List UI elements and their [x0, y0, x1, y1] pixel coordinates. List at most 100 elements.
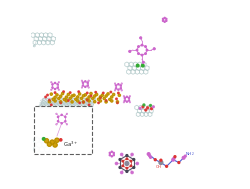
Circle shape — [82, 101, 84, 103]
Circle shape — [111, 96, 113, 98]
Circle shape — [172, 158, 174, 161]
Circle shape — [131, 171, 133, 174]
Circle shape — [130, 165, 132, 167]
Circle shape — [126, 158, 128, 160]
Circle shape — [128, 100, 130, 101]
Circle shape — [122, 160, 124, 162]
Circle shape — [45, 96, 46, 98]
Circle shape — [118, 94, 120, 96]
Circle shape — [85, 81, 86, 82]
Circle shape — [62, 92, 64, 95]
Circle shape — [78, 93, 81, 95]
Circle shape — [99, 96, 102, 98]
Circle shape — [111, 151, 112, 152]
Circle shape — [145, 53, 146, 54]
Circle shape — [120, 153, 123, 156]
Circle shape — [105, 101, 107, 103]
Circle shape — [60, 139, 62, 141]
Circle shape — [115, 162, 118, 165]
Circle shape — [88, 100, 90, 102]
Text: NH$_2$: NH$_2$ — [186, 150, 195, 158]
Circle shape — [118, 92, 119, 94]
Circle shape — [141, 44, 143, 46]
Circle shape — [116, 98, 117, 100]
Circle shape — [82, 95, 84, 97]
Circle shape — [84, 94, 86, 96]
Circle shape — [147, 153, 150, 155]
Circle shape — [126, 170, 128, 172]
Circle shape — [44, 139, 49, 143]
Circle shape — [60, 95, 62, 97]
Circle shape — [47, 142, 52, 146]
Circle shape — [145, 46, 146, 47]
Circle shape — [54, 96, 56, 98]
Circle shape — [65, 116, 66, 118]
Circle shape — [120, 88, 121, 89]
Circle shape — [146, 49, 148, 51]
Circle shape — [60, 101, 62, 103]
Circle shape — [61, 114, 62, 115]
Circle shape — [150, 108, 152, 110]
Circle shape — [162, 18, 164, 19]
Circle shape — [65, 96, 68, 98]
Circle shape — [50, 104, 52, 106]
Circle shape — [82, 82, 84, 83]
Circle shape — [142, 106, 144, 108]
Circle shape — [103, 97, 105, 100]
Circle shape — [54, 92, 56, 93]
Circle shape — [52, 87, 53, 88]
Circle shape — [85, 86, 86, 87]
Circle shape — [119, 167, 121, 168]
Text: Ga$^{3+}$: Ga$^{3+}$ — [63, 139, 78, 149]
Circle shape — [79, 102, 80, 104]
Circle shape — [173, 157, 175, 159]
Circle shape — [113, 155, 114, 156]
Circle shape — [70, 92, 71, 93]
Circle shape — [143, 62, 144, 63]
Circle shape — [47, 94, 48, 96]
Circle shape — [110, 91, 112, 93]
Circle shape — [126, 167, 128, 169]
Circle shape — [125, 162, 129, 165]
Circle shape — [148, 155, 150, 157]
Circle shape — [178, 162, 180, 163]
Circle shape — [100, 97, 101, 98]
Circle shape — [56, 94, 58, 96]
Circle shape — [90, 92, 92, 95]
Circle shape — [60, 102, 62, 104]
Circle shape — [96, 93, 98, 96]
Circle shape — [78, 91, 80, 92]
Circle shape — [126, 155, 128, 156]
Circle shape — [184, 155, 186, 157]
Circle shape — [73, 94, 75, 96]
Circle shape — [143, 104, 145, 106]
Circle shape — [112, 93, 115, 96]
Circle shape — [111, 156, 112, 157]
Circle shape — [159, 161, 163, 164]
Circle shape — [58, 97, 60, 100]
Circle shape — [138, 46, 139, 47]
Circle shape — [61, 123, 62, 124]
Circle shape — [57, 84, 58, 85]
Circle shape — [133, 159, 135, 160]
Circle shape — [80, 97, 83, 99]
Circle shape — [75, 98, 77, 100]
Circle shape — [53, 143, 57, 147]
Circle shape — [118, 89, 119, 90]
Bar — [34, 106, 92, 154]
Circle shape — [154, 159, 156, 161]
Circle shape — [52, 84, 53, 85]
Circle shape — [65, 121, 66, 122]
Circle shape — [164, 17, 165, 19]
Circle shape — [118, 84, 119, 85]
Circle shape — [166, 165, 168, 167]
Circle shape — [88, 104, 90, 106]
Circle shape — [65, 100, 68, 102]
Circle shape — [174, 156, 176, 158]
Circle shape — [98, 98, 100, 100]
Circle shape — [141, 54, 143, 56]
Circle shape — [54, 88, 56, 90]
Circle shape — [166, 18, 167, 19]
Circle shape — [86, 98, 88, 100]
Text: OH: OH — [156, 165, 162, 169]
